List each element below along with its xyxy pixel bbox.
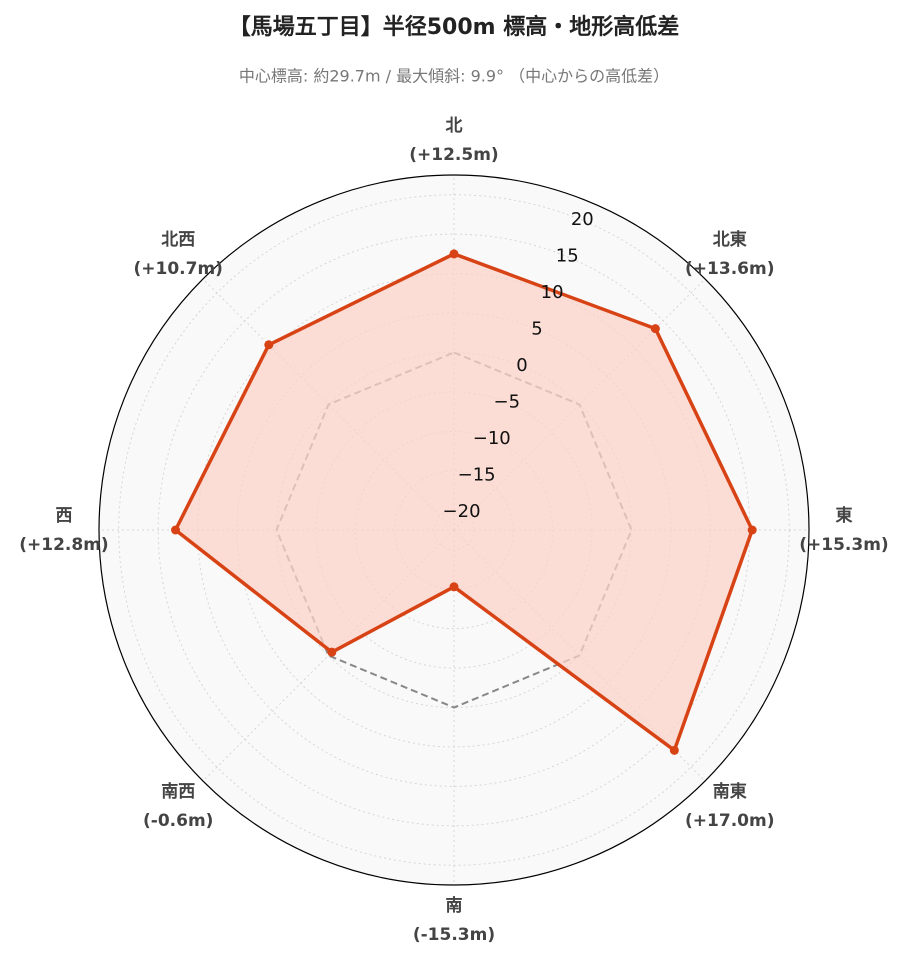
chart-title: 【馬場五丁目】半径500m 標高・地形高低差 — [229, 14, 680, 40]
r-tick-label: −15 — [458, 464, 496, 485]
category-label: 西 — [56, 506, 73, 526]
series-marker — [449, 249, 459, 259]
r-tick-label: 10 — [541, 282, 564, 303]
category-label: 南 — [446, 895, 463, 916]
chart-subtitle: 中心標高: 約29.7m / 最大傾斜: 9.9° （中心からの高低差） — [239, 67, 669, 86]
value-label: (+12.8m) — [19, 535, 108, 555]
value-label: (+17.0m) — [685, 811, 774, 831]
value-label: (+15.3m) — [799, 535, 888, 555]
r-tick-label: −10 — [473, 428, 511, 449]
series-marker — [327, 647, 337, 657]
value-label: (+12.5m) — [409, 145, 498, 165]
value-label: (-0.6m) — [143, 811, 213, 831]
category-label: 北東 — [713, 229, 747, 250]
series-marker — [264, 340, 274, 350]
category-label: 南東 — [713, 781, 747, 802]
series-marker — [171, 525, 181, 535]
grid-spoke — [453, 278, 706, 531]
category-label: 東 — [836, 505, 853, 526]
value-label: (+10.7m) — [134, 259, 223, 279]
r-tick-label: 5 — [531, 319, 542, 340]
value-label: (-15.3m) — [413, 925, 495, 945]
series-marker — [669, 745, 679, 755]
category-label: 北 — [446, 116, 463, 136]
r-tick-label: −20 — [443, 501, 481, 522]
series-marker — [747, 525, 757, 535]
plot-border — [98, 174, 810, 886]
r-tick-label: −5 — [494, 391, 521, 412]
r-tick-label: 0 — [516, 355, 527, 376]
category-label: 北西 — [161, 230, 195, 250]
category-label: 南西 — [161, 781, 195, 802]
r-tick-label: 15 — [556, 246, 579, 267]
series-marker — [650, 324, 660, 334]
grid-spoke — [202, 278, 455, 531]
r-tick-label: 20 — [571, 209, 594, 230]
value-label: (+13.6m) — [685, 259, 774, 279]
grid-spoke — [202, 529, 455, 782]
series-marker — [449, 582, 459, 592]
